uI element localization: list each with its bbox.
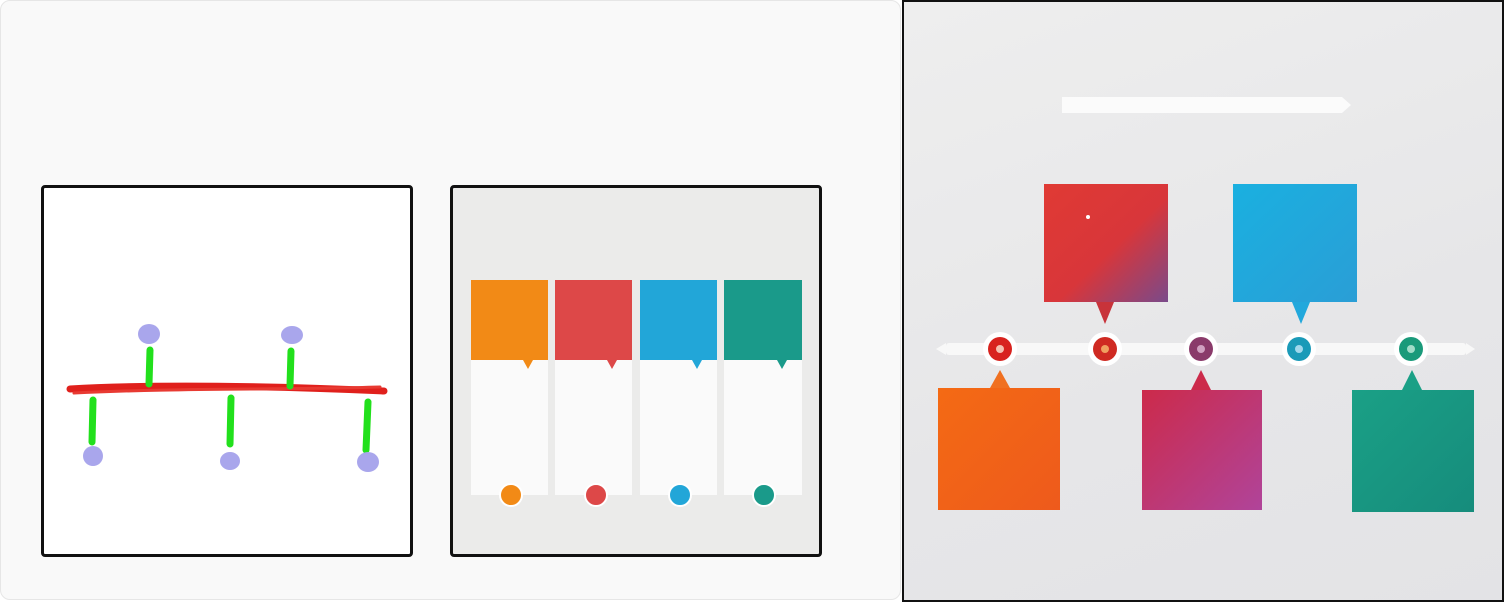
sketch-drawing	[66, 324, 388, 472]
generated-title-bar	[1062, 97, 1351, 113]
template-frame	[450, 185, 822, 557]
generated-top-card	[1233, 184, 1357, 324]
template-marker	[499, 483, 523, 507]
template-drawing	[471, 280, 802, 507]
generated-marker	[1282, 332, 1316, 366]
generated-marker	[983, 332, 1017, 366]
generated-drawing	[936, 97, 1475, 512]
template-card	[640, 280, 717, 495]
generated-bottom-card	[1142, 370, 1262, 510]
template-marker	[668, 483, 692, 507]
generated-marker	[1088, 332, 1122, 366]
generated-bottom-card	[1352, 370, 1474, 512]
generated-marker	[1394, 332, 1428, 366]
sketch-stem	[286, 347, 295, 390]
sketch-node	[357, 452, 379, 472]
sketch-stem	[362, 398, 372, 454]
template-marker	[584, 483, 608, 507]
input-panel	[0, 0, 901, 600]
sketch-stem	[145, 346, 154, 388]
template-card	[724, 280, 802, 495]
sketch-stem	[88, 396, 97, 446]
sketch-node	[138, 324, 160, 344]
template-card	[555, 280, 632, 495]
template-marker	[752, 483, 776, 507]
sketch-stem	[226, 394, 235, 448]
sketch-frame	[41, 185, 413, 557]
template-card	[471, 280, 548, 495]
generated-infographic	[902, 0, 1504, 602]
generated-top-card	[1044, 184, 1168, 324]
generated-marker	[1184, 332, 1218, 366]
sketch-node	[281, 326, 303, 344]
sketch-node	[83, 446, 103, 466]
sketch-node	[220, 452, 240, 470]
generated-bottom-card	[938, 370, 1060, 510]
